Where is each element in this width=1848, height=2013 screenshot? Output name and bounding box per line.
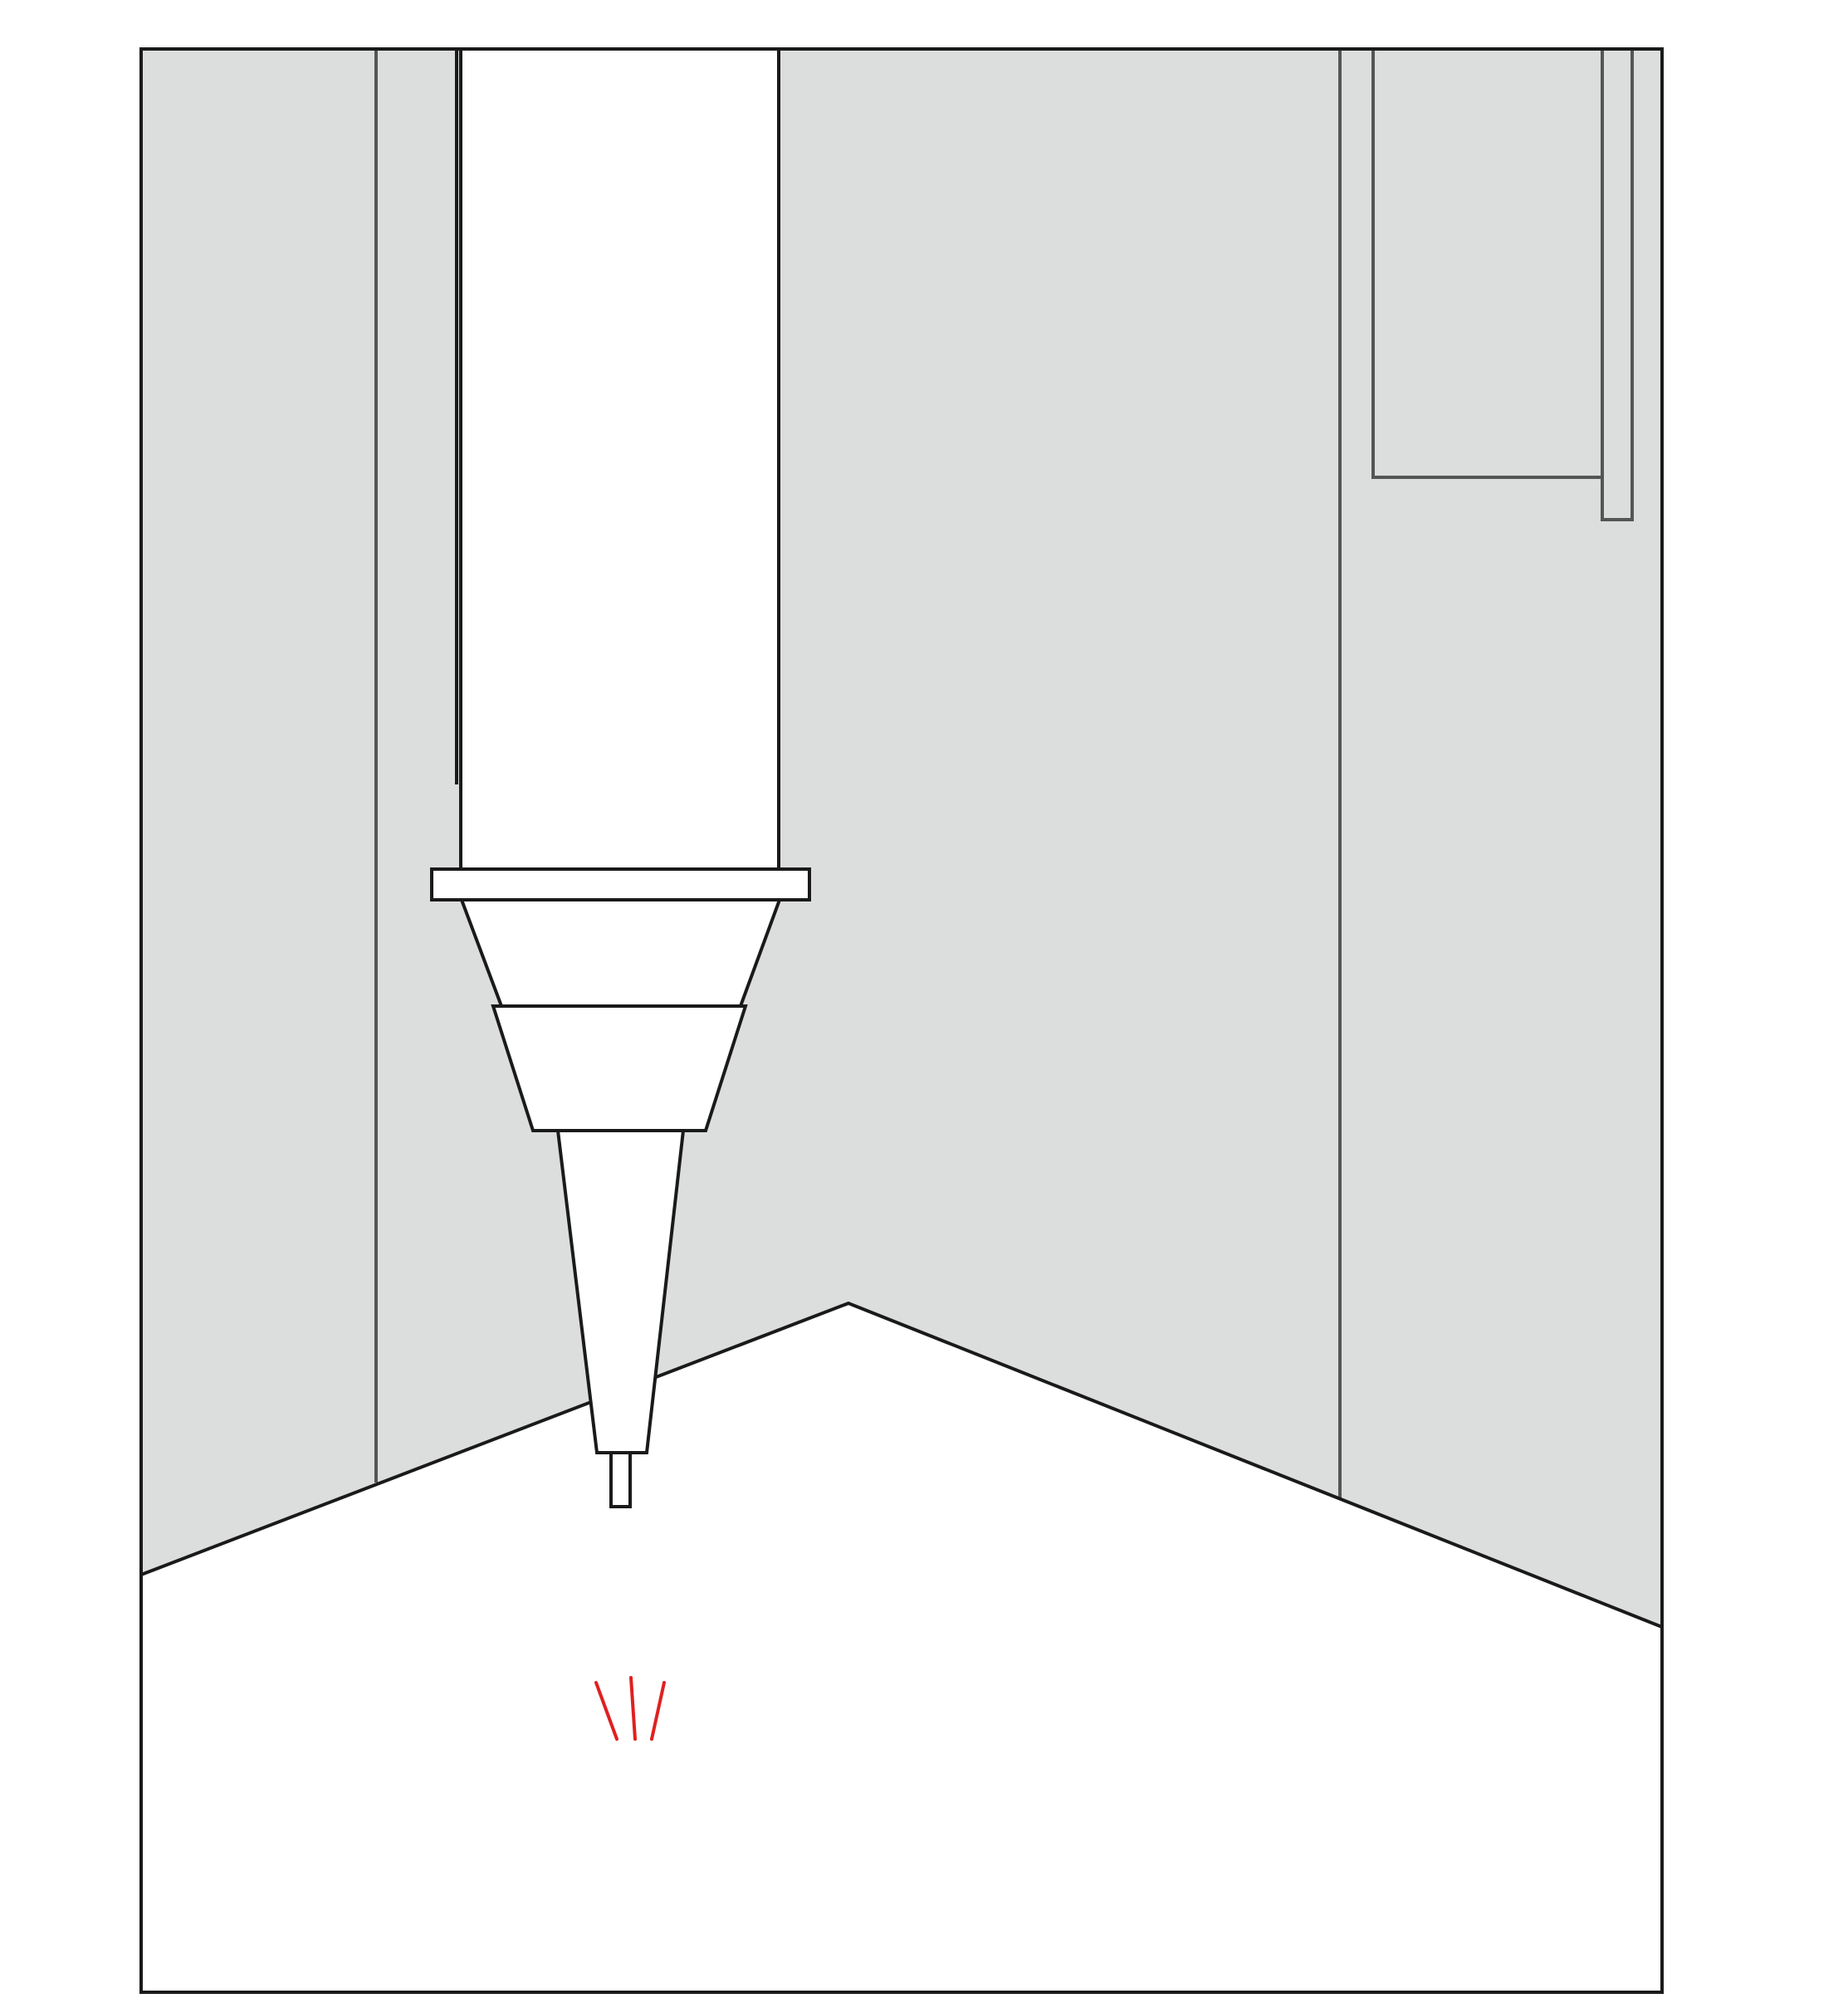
caulk-gun-nozzle-icon [555,1129,686,1454]
nozzle-upper-cone [459,898,782,1008]
nozzle-middle-cone [491,1004,748,1132]
floor-surface [141,1303,1662,1992]
cartridge-collar [430,867,811,901]
caulk-cartridge-tube [459,47,780,871]
corner-joint-line [140,1301,1663,1629]
nozzle-tip [609,1451,632,1508]
wall-cabinet [1371,47,1604,479]
red-motion-marks-icon [594,1676,666,1741]
picture-frame [139,47,1664,1994]
cabinet-edge-strip [1601,47,1634,521]
